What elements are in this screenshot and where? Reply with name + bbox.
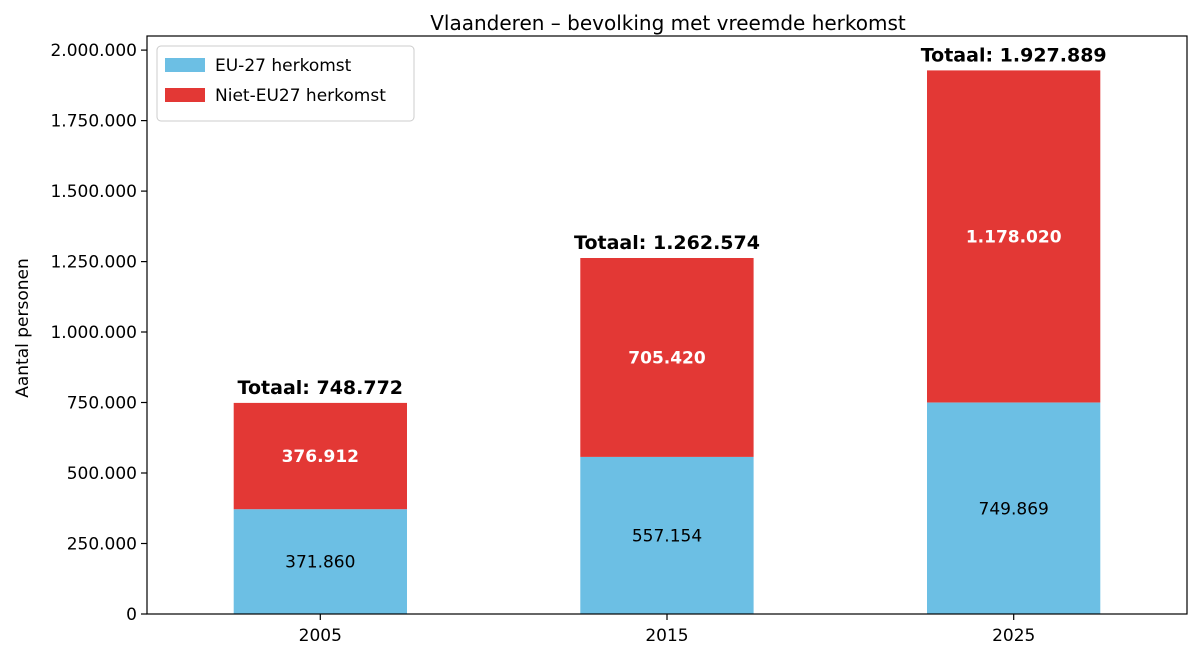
total-label: Totaal: 1.927.889 <box>921 44 1107 66</box>
bar-segment <box>233 402 407 510</box>
y-tick-label: 1.000.000 <box>50 323 137 343</box>
y-tick-label: 2.000.000 <box>50 41 137 61</box>
y-tick-label: 1.250.000 <box>50 253 137 273</box>
segment-value-label: 557.154 <box>632 527 702 547</box>
legend-label: EU-27 herkomst <box>215 56 352 76</box>
chart-title: Vlaanderen – bevolking met vreemde herko… <box>430 11 906 35</box>
total-label: Totaal: 748.772 <box>238 377 403 399</box>
segment-value-label: 371.860 <box>285 553 355 573</box>
legend-swatch <box>165 58 205 72</box>
legend-label: Niet-EU27 herkomst <box>215 86 386 106</box>
y-tick-label: 0 <box>126 605 137 625</box>
segment-value-label: 705.420 <box>628 349 706 369</box>
y-tick-label: 750.000 <box>67 394 137 414</box>
legend-swatch <box>165 88 205 102</box>
y-axis-title: Aantal personen <box>13 258 33 398</box>
bar-segment <box>927 402 1101 614</box>
segment-value-label: 376.912 <box>282 447 359 467</box>
bar-segment <box>927 70 1101 403</box>
bar-segment <box>580 258 754 457</box>
legend-box <box>156 45 415 122</box>
total-label: Totaal: 1.262.574 <box>574 232 760 254</box>
y-tick-label: 1.750.000 <box>50 112 137 132</box>
bar-segment <box>580 456 754 614</box>
x-tick-label: 2025 <box>992 626 1035 646</box>
x-tick-label: 2005 <box>299 626 342 646</box>
plot-area: 371.860 557.154 749.869 376.912 705.420 1.178… <box>50 35 1188 646</box>
bar-segment <box>233 509 407 614</box>
y-tick-label: 1.500.000 <box>50 182 137 202</box>
y-tick-label: 250.000 <box>67 535 137 555</box>
x-tick-label: 2015 <box>645 626 688 646</box>
y-tick-label: 500.000 <box>67 464 137 484</box>
legend: EU-27 herkomst Niet-EU27 herkomst <box>156 45 415 122</box>
segment-value-label: 1.178.020 <box>966 228 1062 248</box>
segment-value-label: 749.869 <box>979 499 1049 519</box>
